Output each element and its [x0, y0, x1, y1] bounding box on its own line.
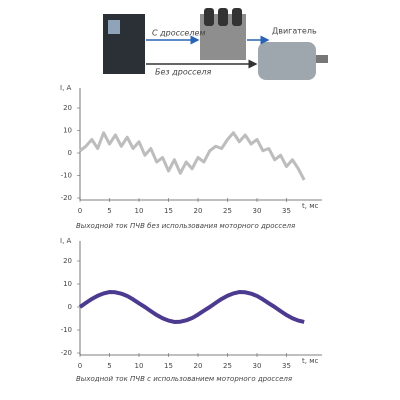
y-axis-label: I, A [60, 237, 72, 245]
caption: Выходной ток ПЧВ без использования мотор… [76, 222, 295, 230]
y-tick-label: 0 [68, 149, 72, 157]
y-tick-label: 10 [63, 280, 72, 288]
charts: -20 -10 0 10 20 0 5 10 15 20 25 30 35 I, A t, мс Выходн… [60, 84, 322, 383]
x-tick-label: 20 [194, 207, 203, 215]
x-tick-label: 30 [253, 207, 262, 215]
x-tick-label: 0 [78, 207, 82, 215]
y-tick-label: 20 [63, 104, 72, 112]
x-axis-label: t, мс [302, 357, 318, 365]
drive-panel [108, 20, 120, 34]
label: Без дросселя [155, 68, 212, 77]
x-tick-label: 10 [135, 362, 144, 370]
x-tick-label: 30 [253, 362, 262, 370]
motor [258, 42, 316, 80]
series-line [78, 290, 305, 324]
series-line [79, 131, 306, 181]
y-tick-label: -10 [61, 172, 72, 180]
x-tick-label: 5 [107, 207, 111, 215]
x-tick-label: 15 [164, 207, 173, 215]
y-tick-label: -20 [61, 194, 72, 202]
x-tick-label: 35 [282, 362, 291, 370]
y-axis-label: I, A [60, 84, 72, 92]
label: С дросселем [152, 29, 205, 38]
x-tick-label: 0 [78, 362, 82, 370]
x-tick-label: 15 [164, 362, 173, 370]
y-tick-label: 10 [63, 127, 72, 135]
caption: Выходной ток ПЧВ с использованием моторн… [76, 375, 292, 383]
x-tick-label: 10 [135, 207, 144, 215]
x-axis-label: t, мс [302, 202, 318, 210]
y-tick-label: -20 [61, 349, 72, 357]
x-tick-label: 25 [223, 207, 232, 215]
y-tick-label: 0 [68, 303, 72, 311]
motor-shaft [316, 55, 328, 63]
x-tick-label: 5 [107, 362, 111, 370]
x-tick-label: 35 [282, 207, 291, 215]
y-tick-label: 20 [63, 257, 72, 265]
coil [204, 8, 214, 26]
coil [232, 8, 242, 26]
coil [218, 8, 228, 26]
label: Двигатель [272, 27, 317, 36]
x-tick-label: 20 [194, 362, 203, 370]
x-tick-label: 25 [223, 362, 232, 370]
illustration: С дросселем Без дросселя Двигатель [103, 8, 328, 80]
y-tick-label: -10 [61, 326, 72, 334]
